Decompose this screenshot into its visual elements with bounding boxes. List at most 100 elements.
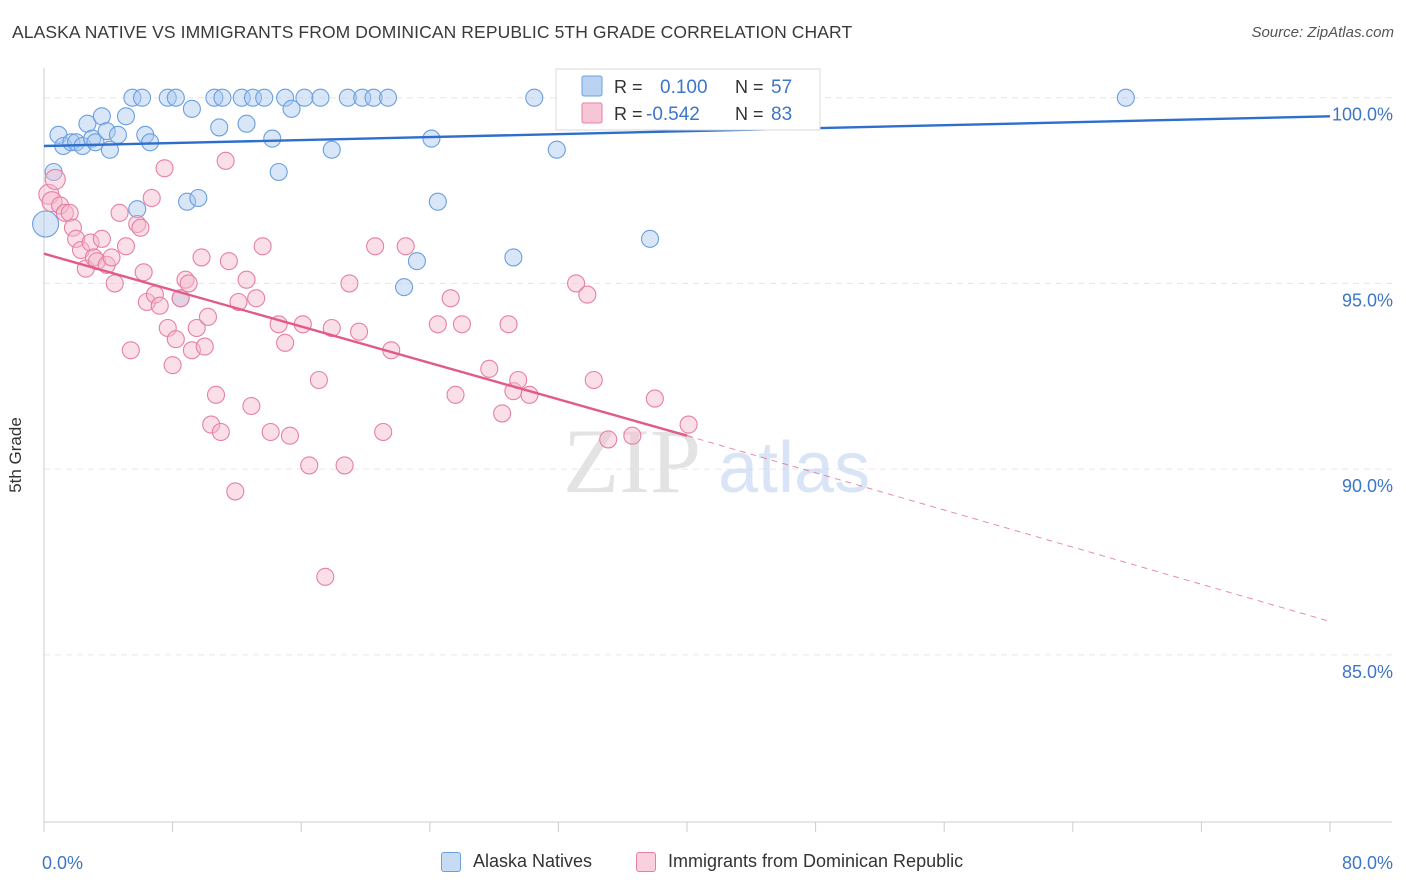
point-alaska-natives bbox=[97, 122, 116, 141]
source-label: Source: ZipAtlas.com bbox=[1251, 24, 1394, 41]
y-tick-label: 90.0% bbox=[1342, 476, 1393, 496]
point-dominican-republic bbox=[219, 252, 238, 271]
point-alaska-natives bbox=[263, 129, 282, 148]
point-alaska-natives bbox=[338, 88, 357, 107]
point-dominican-republic bbox=[242, 396, 261, 416]
point-dominican-republic bbox=[300, 456, 319, 475]
point-alaska-natives bbox=[322, 140, 341, 159]
point-alaska-natives bbox=[123, 88, 142, 107]
point-dominican-republic bbox=[567, 274, 586, 293]
point-alaska-natives bbox=[210, 118, 229, 137]
point-dominican-republic bbox=[340, 274, 359, 293]
point-dominican-republic bbox=[645, 389, 664, 408]
point-alaska-natives bbox=[407, 252, 426, 271]
point-dominican-republic bbox=[192, 248, 211, 267]
point-alaska-natives bbox=[182, 99, 201, 118]
legend-n-value-blue: 57 bbox=[771, 77, 792, 98]
legend-item-alaska-natives: Alaska Natives bbox=[441, 851, 592, 872]
point-dominican-republic bbox=[150, 296, 169, 315]
legend-r-label-pink: R = bbox=[614, 104, 643, 124]
point-alaska-natives bbox=[237, 114, 256, 133]
point-dominican-republic bbox=[446, 385, 465, 404]
point-dominican-republic bbox=[499, 315, 518, 334]
point-alaska-natives bbox=[178, 192, 197, 211]
point-dominican-republic bbox=[67, 229, 86, 248]
point-dominican-republic bbox=[55, 203, 74, 222]
legend-swatch-pink bbox=[581, 102, 603, 124]
point-alaska-natives bbox=[269, 162, 288, 182]
point-alaska-natives bbox=[311, 88, 330, 107]
point-alaska-natives bbox=[189, 188, 208, 208]
point-dominican-republic bbox=[44, 168, 66, 190]
point-dominican-republic bbox=[163, 356, 182, 375]
trend-line-alaska-natives bbox=[43, 115, 1331, 148]
point-alaska-natives bbox=[525, 88, 544, 107]
point-alaska-natives bbox=[428, 192, 447, 211]
legend-r-value-blue: 0.100 bbox=[660, 77, 708, 98]
y-tick-label: 100.0% bbox=[1332, 105, 1393, 125]
point-dominican-republic bbox=[121, 341, 140, 360]
point-dominican-republic bbox=[187, 318, 206, 338]
point-dominican-republic bbox=[198, 307, 218, 326]
point-dominican-republic bbox=[92, 229, 111, 248]
point-dominican-republic bbox=[229, 292, 248, 312]
legend-r-value-pink: -0.542 bbox=[646, 104, 700, 125]
trend-lines bbox=[43, 115, 1331, 622]
grid-lines bbox=[44, 97, 1392, 656]
point-dominican-republic bbox=[428, 315, 447, 334]
point-alaska-natives bbox=[108, 125, 127, 144]
watermark: ZIP atlas bbox=[563, 410, 870, 512]
point-dominican-republic bbox=[202, 415, 221, 434]
point-alaska-natives bbox=[640, 229, 660, 248]
point-dominican-republic bbox=[366, 237, 385, 256]
point-dominican-republic bbox=[679, 415, 698, 434]
point-dominican-republic bbox=[350, 322, 369, 341]
point-dominican-republic bbox=[599, 430, 618, 449]
point-dominican-republic bbox=[322, 318, 341, 338]
point-dominican-republic bbox=[237, 270, 256, 289]
watermark-atlas: atlas bbox=[718, 428, 870, 508]
correlation-legend: R = 0.100 N = 57 R = -0.542 N = 83 bbox=[555, 68, 821, 131]
point-dominican-republic bbox=[81, 233, 100, 252]
point-dominican-republic bbox=[63, 218, 82, 237]
point-dominican-republic bbox=[195, 337, 214, 356]
point-alaska-natives bbox=[276, 88, 295, 107]
point-alaska-natives bbox=[547, 140, 566, 159]
point-dominican-republic bbox=[131, 218, 150, 237]
point-dominican-republic bbox=[316, 567, 335, 586]
point-dominican-republic bbox=[142, 188, 161, 208]
point-alaska-natives bbox=[32, 210, 60, 238]
point-dominican-republic bbox=[280, 426, 299, 445]
legend-swatch-blue bbox=[581, 75, 603, 97]
point-dominican-republic bbox=[105, 274, 124, 293]
point-dominican-republic bbox=[374, 422, 393, 442]
chart-title: ALASKA NATIVE VS IMMIGRANTS FROM DOMINIC… bbox=[12, 22, 853, 42]
point-dominican-republic bbox=[155, 159, 174, 178]
point-alaska-natives bbox=[116, 107, 136, 126]
point-dominican-republic bbox=[102, 248, 121, 267]
legend-n-value-pink: 83 bbox=[771, 104, 792, 125]
point-alaska-natives bbox=[504, 248, 523, 267]
legend-label-dominican-republic: Immigrants from Dominican Republic bbox=[668, 851, 964, 871]
point-dominican-republic bbox=[110, 203, 129, 222]
x-tick-label: 80.0% bbox=[1342, 853, 1393, 873]
point-alaska-natives bbox=[422, 129, 441, 148]
point-alaska-natives bbox=[295, 88, 314, 107]
legend-swatch-alaska-natives bbox=[441, 851, 461, 872]
legend-n-label-blue: N = bbox=[735, 77, 764, 97]
point-dominican-republic bbox=[578, 285, 597, 304]
legend-item-dominican-republic: Immigrants from Dominican Republic bbox=[636, 851, 963, 872]
point-dominican-republic bbox=[441, 289, 460, 308]
point-dominican-republic bbox=[211, 422, 230, 442]
point-alaska-natives bbox=[364, 88, 383, 107]
point-dominican-republic bbox=[179, 274, 198, 293]
point-dominican-republic bbox=[480, 359, 499, 378]
point-dominican-republic bbox=[166, 330, 185, 349]
point-alaska-natives bbox=[378, 88, 398, 107]
point-dominican-republic bbox=[247, 289, 266, 308]
point-alaska-natives bbox=[395, 278, 414, 297]
tick-labels: 85.0% 90.0% 95.0% 100.0% 0.0% 80.0% bbox=[42, 105, 1393, 873]
x-tick-label: 0.0% bbox=[42, 853, 83, 873]
point-dominican-republic bbox=[309, 370, 328, 390]
